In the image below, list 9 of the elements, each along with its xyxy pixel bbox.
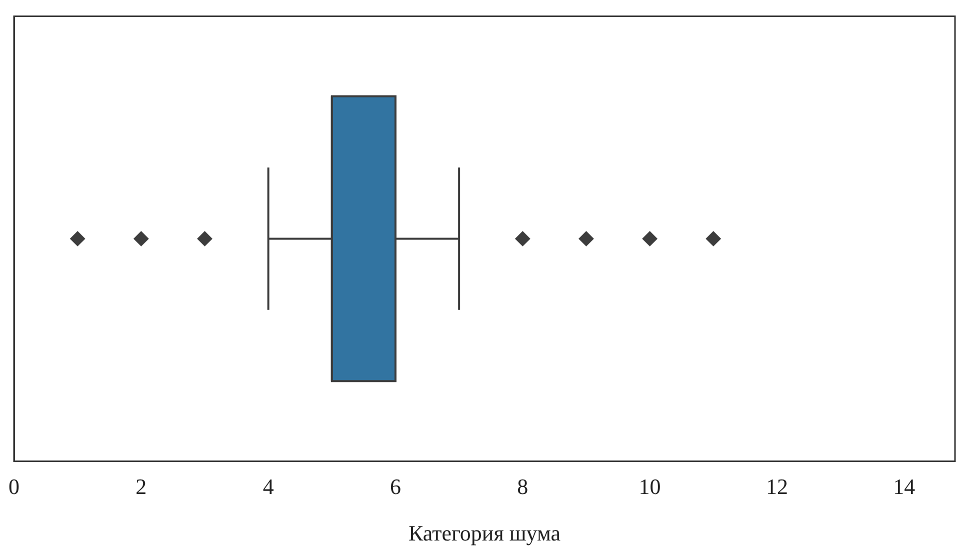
- x-axis-title: Категория шума: [408, 520, 561, 546]
- x-tick-label: 2: [136, 474, 147, 500]
- x-tick-label: 8: [517, 474, 528, 500]
- x-tick-label: 4: [262, 474, 274, 500]
- x-tick-label: 10: [638, 474, 661, 500]
- x-tick-label: 0: [8, 474, 20, 500]
- x-tick-label: 6: [390, 474, 401, 500]
- x-tick-label: 14: [893, 474, 916, 500]
- x-tick-label: 12: [766, 474, 788, 500]
